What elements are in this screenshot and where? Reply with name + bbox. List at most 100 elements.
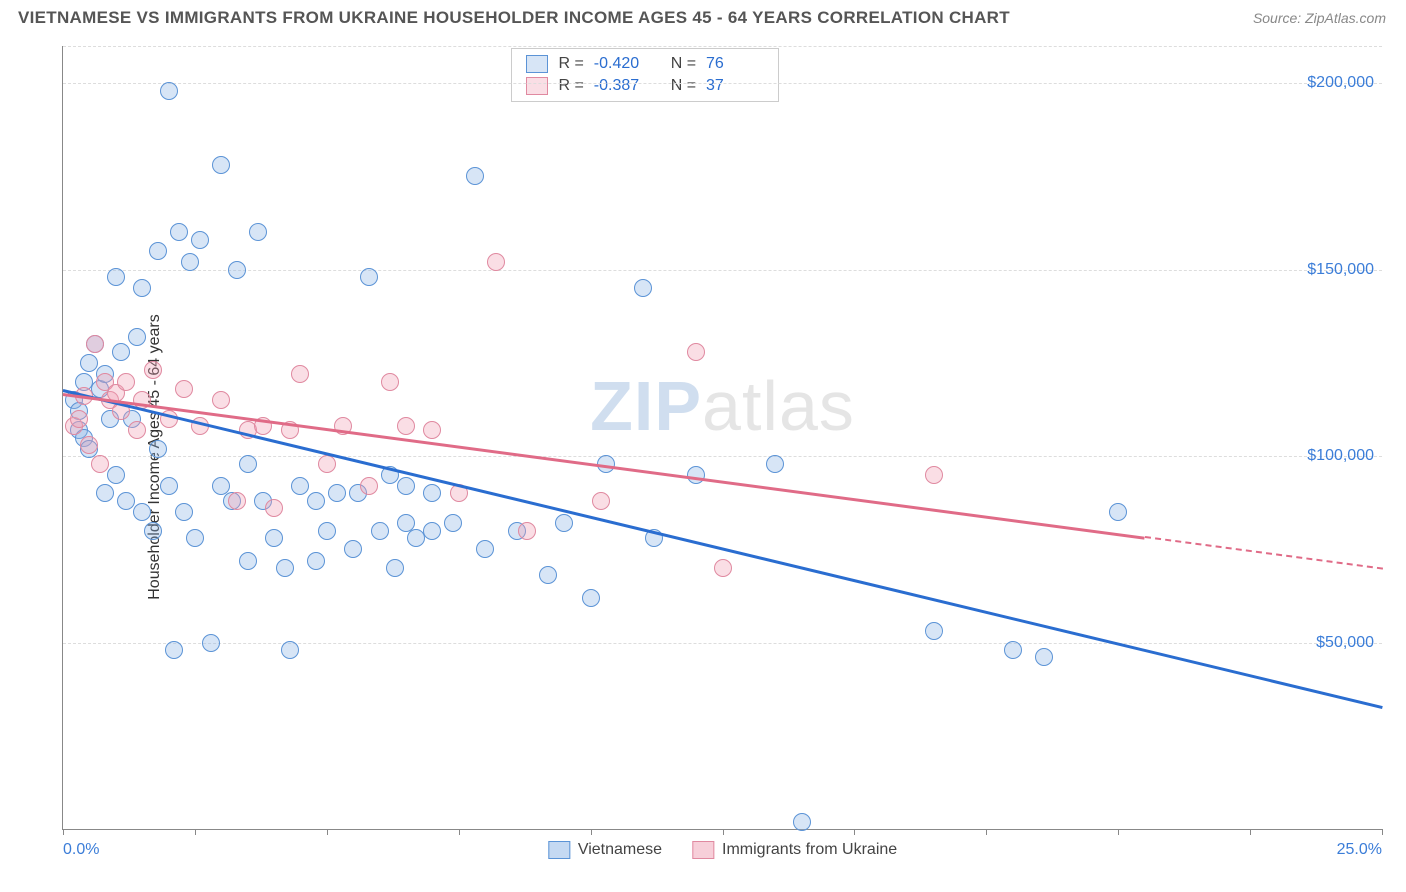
data-point bbox=[149, 440, 167, 458]
correlation-stats-box: R = -0.420 N = 76R = -0.387 N = 37 bbox=[511, 48, 779, 102]
data-point bbox=[160, 82, 178, 100]
x-tick bbox=[591, 829, 592, 835]
data-point bbox=[265, 499, 283, 517]
stat-n-value: 37 bbox=[706, 77, 764, 95]
stats-row: R = -0.387 N = 37 bbox=[526, 75, 764, 97]
data-point bbox=[191, 231, 209, 249]
stat-r-label: R = bbox=[558, 77, 583, 95]
data-point bbox=[144, 361, 162, 379]
data-point bbox=[1004, 641, 1022, 659]
data-point bbox=[1109, 503, 1127, 521]
data-point bbox=[175, 380, 193, 398]
data-point bbox=[925, 622, 943, 640]
data-point bbox=[291, 365, 309, 383]
data-point bbox=[307, 552, 325, 570]
data-point bbox=[181, 253, 199, 271]
x-tick bbox=[1382, 829, 1383, 835]
data-point bbox=[634, 279, 652, 297]
data-point bbox=[128, 328, 146, 346]
chart-area: Householder Income Ages 45 - 64 years ZI… bbox=[18, 40, 1388, 874]
data-point bbox=[476, 540, 494, 558]
data-point bbox=[925, 466, 943, 484]
y-tick-label: $50,000 bbox=[1316, 634, 1374, 652]
y-tick-label: $150,000 bbox=[1307, 261, 1374, 279]
x-label-min: 0.0% bbox=[63, 841, 99, 859]
data-point bbox=[165, 641, 183, 659]
data-point bbox=[1035, 648, 1053, 666]
data-point bbox=[592, 492, 610, 510]
series-legend: Vietnamese Immigrants from Ukraine bbox=[548, 841, 897, 859]
data-point bbox=[239, 455, 257, 473]
regression-line bbox=[63, 393, 1145, 539]
stat-n-label: N = bbox=[662, 55, 696, 73]
gridline-h bbox=[63, 643, 1382, 644]
stat-n-label: N = bbox=[662, 77, 696, 95]
stat-r-value: -0.387 bbox=[594, 77, 652, 95]
data-point bbox=[687, 466, 705, 484]
data-point bbox=[144, 522, 162, 540]
stat-n-value: 76 bbox=[706, 55, 764, 73]
data-point bbox=[582, 589, 600, 607]
chart-title: VIETNAMESE VS IMMIGRANTS FROM UKRAINE HO… bbox=[18, 8, 1010, 28]
data-point bbox=[487, 253, 505, 271]
data-point bbox=[291, 477, 309, 495]
data-point bbox=[793, 813, 811, 831]
data-point bbox=[318, 522, 336, 540]
y-tick-label: $100,000 bbox=[1307, 447, 1374, 465]
data-point bbox=[371, 522, 389, 540]
data-point bbox=[228, 492, 246, 510]
data-point bbox=[91, 455, 109, 473]
data-point bbox=[518, 522, 536, 540]
chart-header: VIETNAMESE VS IMMIGRANTS FROM UKRAINE HO… bbox=[0, 0, 1406, 32]
data-point bbox=[133, 279, 151, 297]
data-point bbox=[112, 343, 130, 361]
y-tick-label: $200,000 bbox=[1307, 74, 1374, 92]
gridline-h bbox=[63, 456, 1382, 457]
data-point bbox=[423, 484, 441, 502]
x-tick bbox=[723, 829, 724, 835]
legend-label: Vietnamese bbox=[578, 841, 662, 859]
legend-label: Immigrants from Ukraine bbox=[722, 841, 897, 859]
data-point bbox=[386, 559, 404, 577]
x-tick bbox=[459, 829, 460, 835]
legend-swatch bbox=[548, 841, 570, 859]
data-point bbox=[328, 484, 346, 502]
data-point bbox=[70, 410, 88, 428]
data-point bbox=[381, 373, 399, 391]
x-tick bbox=[195, 829, 196, 835]
data-point bbox=[276, 559, 294, 577]
data-point bbox=[212, 156, 230, 174]
regression-line bbox=[1144, 536, 1382, 570]
data-point bbox=[318, 455, 336, 473]
x-tick bbox=[1118, 829, 1119, 835]
x-tick bbox=[986, 829, 987, 835]
series-swatch bbox=[526, 55, 548, 73]
data-point bbox=[149, 242, 167, 260]
data-point bbox=[281, 641, 299, 659]
x-tick bbox=[854, 829, 855, 835]
data-point bbox=[170, 223, 188, 241]
data-point bbox=[239, 552, 257, 570]
data-point bbox=[96, 484, 114, 502]
gridline-h bbox=[63, 270, 1382, 271]
data-point bbox=[307, 492, 325, 510]
data-point bbox=[360, 477, 378, 495]
data-point bbox=[555, 514, 573, 532]
data-point bbox=[423, 421, 441, 439]
x-tick bbox=[1250, 829, 1251, 835]
series-swatch bbox=[526, 77, 548, 95]
data-point bbox=[687, 343, 705, 361]
data-point bbox=[133, 503, 151, 521]
data-point bbox=[128, 421, 146, 439]
gridline-h bbox=[63, 83, 1382, 84]
data-point bbox=[444, 514, 462, 532]
data-point bbox=[175, 503, 193, 521]
scatter-plot: ZIPatlas R = -0.420 N = 76R = -0.387 N =… bbox=[62, 46, 1382, 830]
data-point bbox=[107, 268, 125, 286]
data-point bbox=[117, 373, 135, 391]
regression-line bbox=[63, 389, 1383, 708]
data-point bbox=[539, 566, 557, 584]
legend-swatch bbox=[692, 841, 714, 859]
data-point bbox=[466, 167, 484, 185]
data-point bbox=[766, 455, 784, 473]
